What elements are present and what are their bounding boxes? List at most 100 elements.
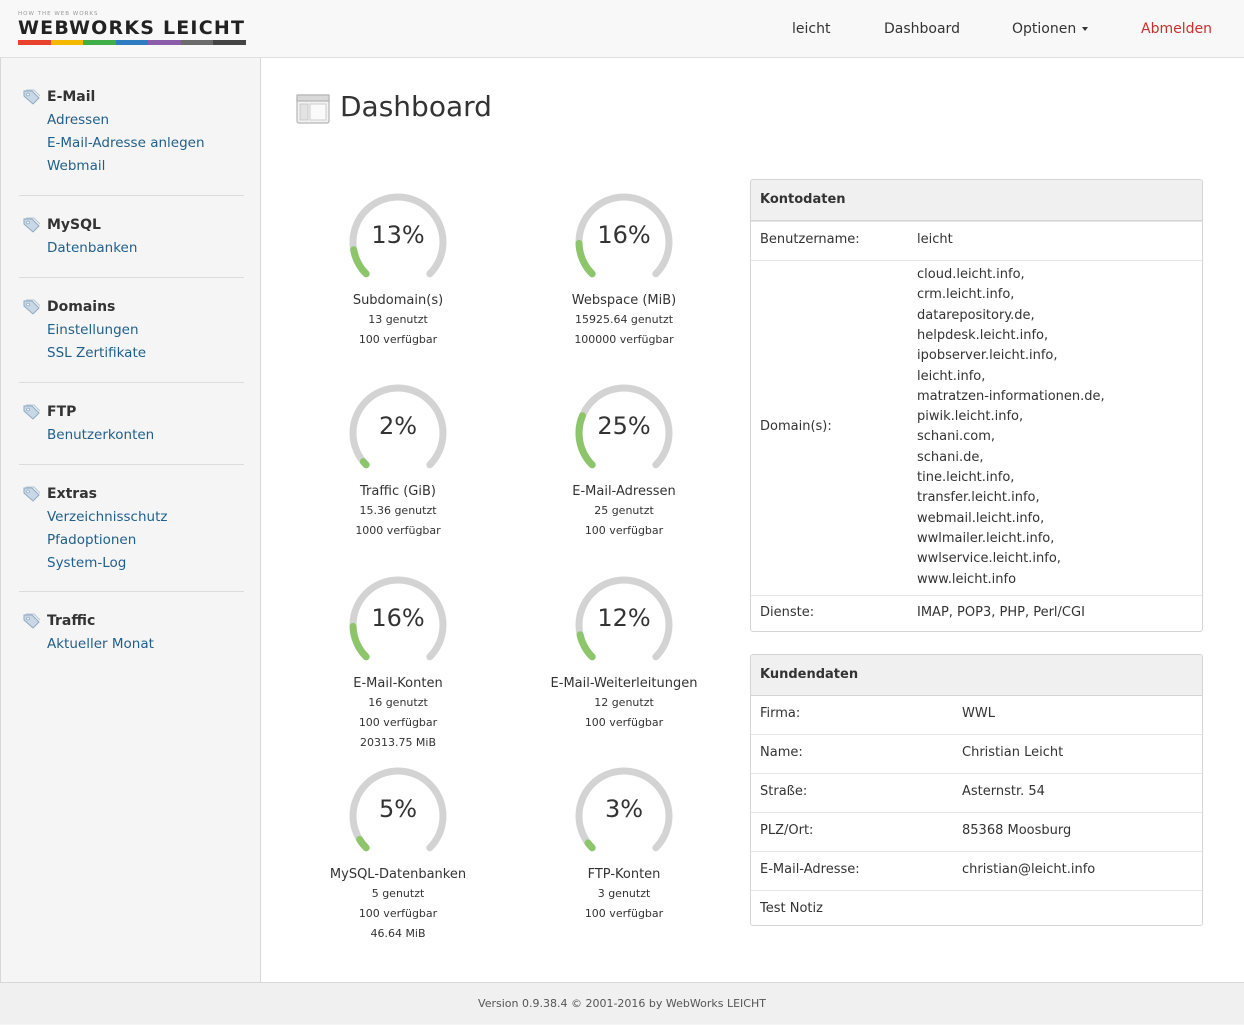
logo-tagline: HOW THE WEB WORKS	[18, 11, 99, 17]
customer-field-value: Asternstr. 54	[962, 784, 1045, 799]
nav-dashboard[interactable]: Dashboard	[884, 21, 960, 37]
gauge-fill	[350, 246, 370, 278]
sidebar-group-ftp: FTP Benutzerkonten	[23, 402, 245, 447]
tag-icon	[23, 299, 41, 315]
sidebar-link-einstellungen[interactable]: Einstellungen	[47, 322, 139, 338]
footer: Version 0.9.38.4 © 2001-2016 by WebWorks…	[0, 982, 1244, 1024]
customer-field-value: 85368 Moosburg	[962, 823, 1072, 838]
domain-item: ipobserver.leicht.info,	[917, 348, 1058, 364]
sidebar-link-ssl-zertifikate[interactable]: SSL Zertifikate	[47, 345, 147, 361]
sidebar-group-title: Domains	[23, 297, 245, 317]
domain-item: schani.de,	[917, 449, 984, 465]
gauge-fill	[584, 839, 596, 852]
gauge-percent: 3%	[604, 795, 644, 823]
sidebar-link-pfadoptionen[interactable]: Pfadoptionen	[47, 532, 137, 548]
sidebar-group-label: MySQL	[47, 217, 101, 233]
domain-item: datarepository.de,	[917, 307, 1035, 323]
gauge-detail: 5 genutzt	[371, 887, 425, 900]
sidebar-link-verzeichnisschutz[interactable]: Verzeichnisschutz	[47, 509, 168, 525]
logo-color-segment	[148, 40, 181, 45]
gauge-ring	[349, 576, 447, 661]
sidebar-link-e-mail-adresse-anlegen[interactable]: E-Mail-Adresse anlegen	[47, 135, 205, 151]
sidebar-group-domains: Domains Einstellungen SSL Zertifikate	[23, 297, 245, 365]
gauge-mysql-datenbanken: 5% MySQL-Datenbanken 5 genutzt 100 verfügba…	[303, 762, 493, 944]
logo-color-bar	[18, 40, 247, 45]
sidebar-link-webmail[interactable]: Webmail	[47, 158, 106, 174]
gauge-percent: 5%	[378, 795, 418, 823]
gauge-detail: 46.64 MiB	[370, 927, 426, 940]
sidebar-group-extras: Extras Verzeichnisschutz Pfadoptionen Syste…	[23, 484, 245, 575]
sidebar: E-Mail Adressen E-Mail-Adresse anlegen Webm…	[0, 58, 261, 982]
gauge-detail: 100000 verfügbar	[574, 333, 674, 346]
customer-row: Name: Christian Leicht	[751, 734, 1202, 773]
customer-row: Firma: WWL	[751, 696, 1202, 734]
gauge-label: MySQL-Datenbanken	[329, 867, 467, 882]
main-content: Dashboard 13% Subdomain(s) 13 genutzt 100 v…	[261, 58, 1244, 982]
gauge-percent: 16%	[597, 221, 651, 249]
username-row: Benutzername: leicht	[751, 221, 1202, 260]
sidebar-link-system-log[interactable]: System-Log	[47, 555, 127, 571]
webworks-logo[interactable]: HOW THE WEB WORKS WEBWORKS LEICHT	[18, 11, 247, 47]
gauge-ring	[349, 193, 447, 278]
sidebar-group-title: MySQL	[23, 215, 245, 235]
sidebar-link-datenbanken[interactable]: Datenbanken	[47, 240, 138, 256]
gauge-percent: 2%	[378, 412, 418, 440]
logo-text: WEBWORKS LEICHT	[18, 17, 246, 39]
sidebar-link-adressen[interactable]: Adressen	[47, 112, 110, 128]
gauge-traffic-gib-: 2% Traffic (GiB) 15.36 genutzt 1000 verfügb…	[303, 379, 493, 541]
sidebar-group-mysql: MySQL Datenbanken	[23, 215, 245, 260]
customer-row: PLZ/Ort: 85368 Moosburg	[751, 812, 1202, 851]
sidebar-group-label: Domains	[47, 299, 116, 315]
customer-field-value: WWL	[962, 706, 995, 721]
sidebar-divider	[19, 464, 244, 465]
gauge-detail: 12 genutzt	[594, 696, 654, 709]
username-label: Benutzername:	[760, 232, 860, 247]
customer-field-value: Christian Leicht	[962, 745, 1064, 760]
nav-options-dropdown[interactable]: Optionen	[1012, 21, 1089, 37]
customer-data-title: Kundendaten	[751, 655, 1202, 696]
sidebar-group-label: FTP	[47, 404, 77, 420]
services-row: Dienste: IMAP, POP3, PHP, Perl/CGI	[751, 595, 1202, 631]
gauge-ftp-konten: 3% FTP-Konten 3 genutzt 100 verfügbar	[529, 762, 719, 924]
gauge-detail: 3 genutzt	[597, 887, 651, 900]
domain-item: transfer.leicht.info,	[917, 490, 1040, 506]
customer-field-label: Name:	[760, 745, 803, 760]
domain-item: www.leicht.info	[917, 571, 1017, 587]
logo-color-segment	[50, 40, 84, 45]
customer-field-value: christian@leicht.info	[962, 862, 1096, 877]
gauge-label: FTP-Konten	[587, 867, 661, 882]
domain-item: helpdesk.leicht.info,	[917, 327, 1049, 343]
gauge-label: Subdomain(s)	[352, 293, 444, 308]
nav-user[interactable]: leicht	[792, 21, 831, 37]
gauge-detail: 25 genutzt	[594, 504, 654, 517]
gauge-fill	[349, 622, 370, 661]
top-navbar: HOW THE WEB WORKS WEBWORKS LEICHT leicht…	[0, 0, 1244, 58]
domain-item: wwlmailer.leicht.info,	[917, 530, 1055, 546]
gauge-detail: 100 verfügbar	[358, 716, 438, 729]
caret-down-icon	[1082, 27, 1089, 31]
sidebar-group-label: E-Mail	[47, 89, 96, 105]
gauge-ring	[575, 767, 673, 852]
gauge-percent: 25%	[597, 412, 651, 440]
gauge-label: E-Mail-Adressen	[572, 484, 676, 499]
nav-logout[interactable]: Abmelden	[1141, 21, 1212, 37]
gauge-track	[575, 767, 673, 852]
gauge-detail: 100 verfügbar	[584, 716, 664, 729]
customer-field-label: PLZ/Ort:	[760, 823, 814, 838]
nav-options-label: Optionen	[1012, 21, 1077, 37]
domains-label: Domain(s):	[760, 419, 832, 434]
domain-item: wwlservice.leicht.info,	[917, 551, 1061, 567]
gauge-detail: 100 verfügbar	[358, 907, 438, 920]
sidebar-link-aktueller-monat[interactable]: Aktueller Monat	[47, 636, 154, 652]
sidebar-link-benutzerkonten[interactable]: Benutzerkonten	[47, 427, 155, 443]
gauge-label: E-Mail-Weiterleitungen	[550, 676, 698, 691]
page-title: Dashboard	[340, 90, 492, 123]
customer-row: Test Notiz	[751, 890, 1202, 925]
gauge-ring	[349, 767, 447, 852]
gauge-track	[349, 767, 447, 852]
services-label: Dienste:	[760, 605, 815, 620]
domain-item: webmail.leicht.info,	[917, 510, 1045, 526]
gauge-detail: 16 genutzt	[368, 696, 428, 709]
gauge-ring	[575, 193, 673, 278]
gauge-detail: 100 verfügbar	[584, 907, 664, 920]
